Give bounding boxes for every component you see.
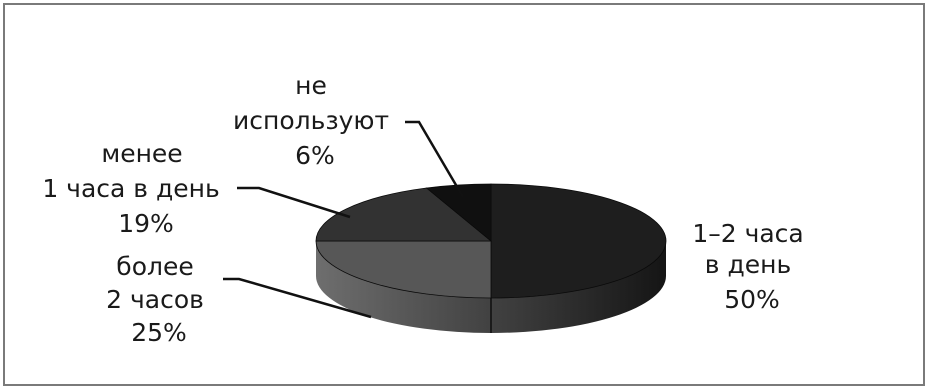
leader-not-used: [405, 120, 465, 198]
label-less-one-line2: 1 часа в день: [42, 174, 219, 203]
label-not-used-line1: не: [295, 71, 327, 100]
label-not-used-line2: используют: [233, 106, 389, 135]
leader-more-two: [223, 277, 372, 319]
leader-lines: [223, 120, 465, 319]
label-less-one-value: 19%: [118, 209, 174, 238]
label-less-one-line1: менее: [101, 139, 182, 168]
label-more-two-value: 25%: [131, 318, 187, 347]
pie-slice-not-used: [425, 183, 492, 242]
label-more-two-line1: более: [116, 252, 193, 281]
label-less-one: менее 1 часа в день 19%: [42, 139, 227, 238]
pie-chart: не используют 6% менее 1 часа в день 19%…: [42, 71, 811, 347]
pie-slice-more-two: [315, 240, 492, 299]
label-not-used-value: 6%: [295, 141, 335, 170]
pie-side-wall: [316, 241, 666, 333]
label-more-two: более 2 часов 25%: [106, 252, 212, 347]
label-one-two: 1–2 часа в день 50%: [692, 219, 811, 314]
chart-frame: не используют 6% менее 1 часа в день 19%…: [3, 3, 925, 386]
label-one-two-line1: 1–2 часа: [692, 219, 803, 248]
pie-slice-less-one: [315, 187, 493, 242]
label-not-used: не используют 6%: [233, 71, 397, 170]
pie-slice-one-two: [490, 183, 667, 299]
leader-less-one: [237, 186, 351, 219]
label-one-two-line2: в день: [705, 250, 791, 279]
label-more-two-line2: 2 часов: [106, 285, 204, 314]
label-one-two-value: 50%: [724, 285, 780, 314]
